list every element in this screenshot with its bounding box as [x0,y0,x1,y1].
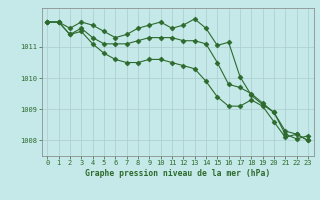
X-axis label: Graphe pression niveau de la mer (hPa): Graphe pression niveau de la mer (hPa) [85,169,270,178]
